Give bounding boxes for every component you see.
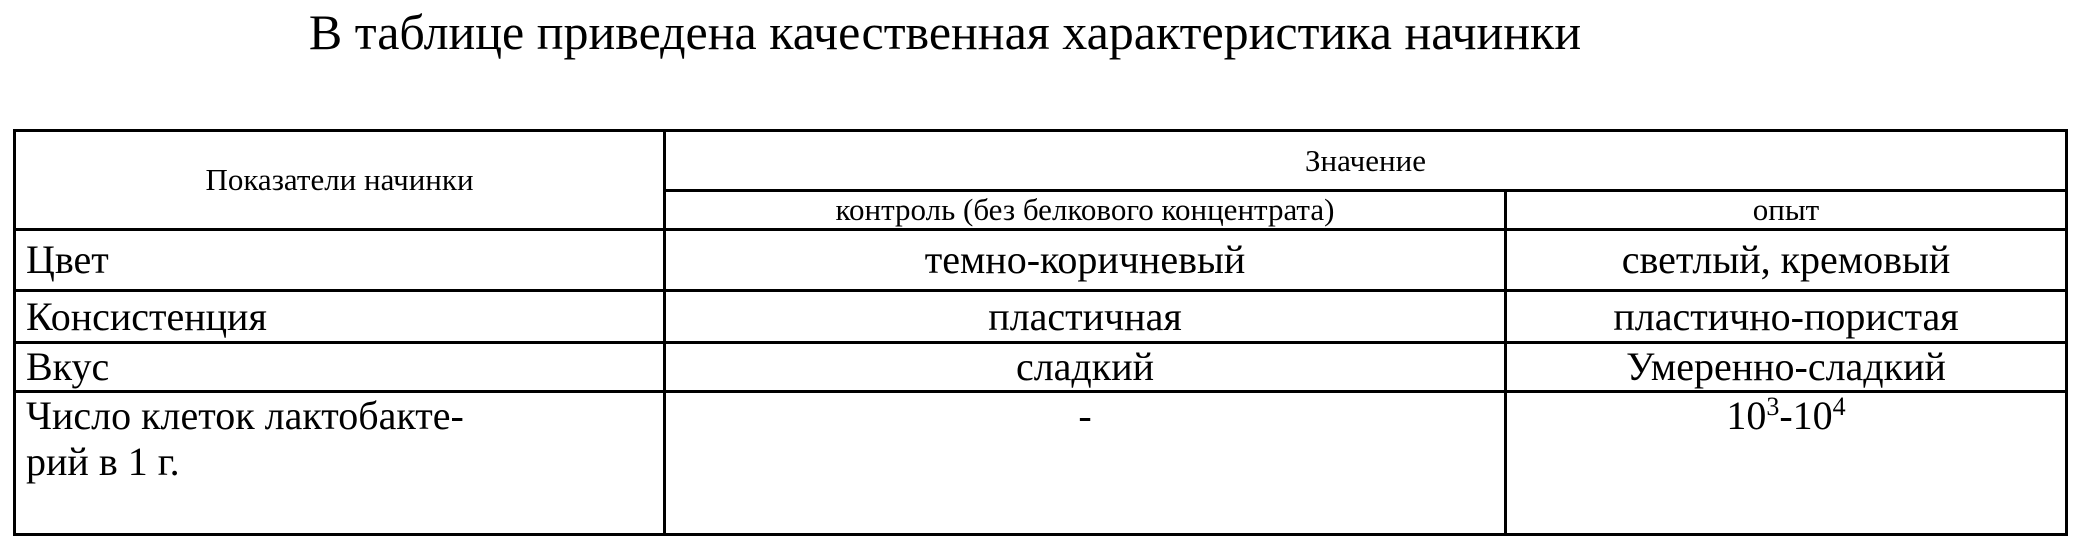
row-indicator: Цвет <box>15 230 665 291</box>
header-indicator: Показатели начинки <box>15 131 665 230</box>
base1: 10 <box>1726 393 1766 438</box>
filling-characteristics-table: Показатели начинки Значение контроль (бе… <box>13 129 2068 536</box>
row-indicator-line2: рий в 1 г. <box>26 439 653 485</box>
row-experiment: пластично-пористая <box>1506 291 2067 343</box>
row-indicator: Вкус <box>15 343 665 392</box>
row-control: - <box>665 392 1506 535</box>
table-row: Консистенция пластичная пластично-порист… <box>15 291 2067 343</box>
table-row: Вкус сладкий Умеренно-сладкий <box>15 343 2067 392</box>
exponent2: 4 <box>1833 392 1846 421</box>
table-header-row: Показатели начинки Значение <box>15 131 2067 191</box>
header-control: контроль (без белкового концентрата) <box>665 191 1506 230</box>
row-indicator: Консистенция <box>15 291 665 343</box>
exponent1: 3 <box>1766 392 1779 421</box>
range-separator: - <box>1779 393 1792 438</box>
row-experiment: светлый, кремовый <box>1506 230 2067 291</box>
base2: 10 <box>1793 393 1833 438</box>
row-control: сладкий <box>665 343 1506 392</box>
table-row: Цвет темно-коричневый светлый, кремовый <box>15 230 2067 291</box>
row-indicator: Число клеток лактобакте- рий в 1 г. <box>15 392 665 535</box>
page-title: В таблице приведена качественная характе… <box>0 2 1890 62</box>
header-value: Значение <box>665 131 2067 191</box>
row-indicator-line1: Число клеток лактобакте- <box>26 393 653 439</box>
header-experiment: опыт <box>1506 191 2067 230</box>
row-control: темно-коричневый <box>665 230 1506 291</box>
row-experiment: 103-104 <box>1506 392 2067 535</box>
table-row: Число клеток лактобакте- рий в 1 г. - 10… <box>15 392 2067 535</box>
row-control: пластичная <box>665 291 1506 343</box>
row-experiment: Умеренно-сладкий <box>1506 343 2067 392</box>
